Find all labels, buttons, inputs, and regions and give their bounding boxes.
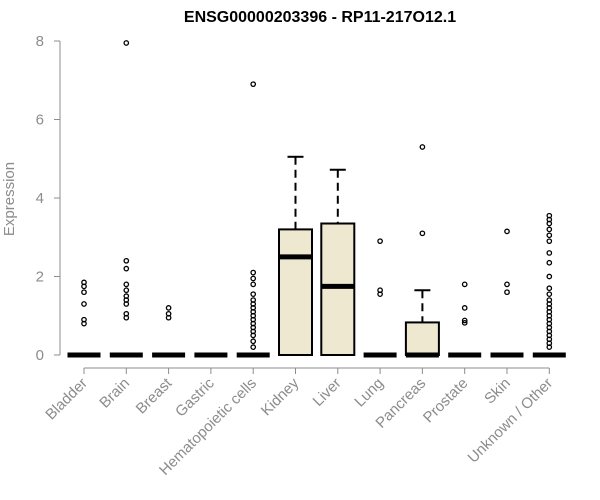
outlier-point — [123, 287, 130, 294]
box-breast — [152, 305, 186, 358]
x-tick-label: Kidney — [258, 374, 303, 419]
y-tick-label: 6 — [36, 112, 44, 129]
chart-title: ENSG00000203396 - RP11-217O12.1 — [184, 9, 456, 26]
x-tick-label: Skin — [481, 375, 514, 408]
outlier-point — [546, 273, 553, 280]
outlier-point — [250, 269, 257, 276]
outlier-point — [123, 40, 130, 46]
outlier-point — [546, 297, 553, 303]
outlier-point — [250, 281, 257, 288]
outlier-point — [123, 281, 130, 288]
x-tick-label: Brain — [96, 375, 133, 412]
outlier-point — [546, 250, 553, 256]
x-tick-label: Prostate — [420, 375, 472, 427]
outlier-point — [250, 344, 257, 350]
outlier-point — [81, 289, 87, 296]
outlier-point — [123, 293, 130, 299]
outlier-point — [377, 287, 383, 294]
outlier-point — [546, 285, 553, 292]
box-liver — [320, 168, 356, 356]
outlier-point — [81, 316, 87, 323]
x-tick-label: Liver — [310, 375, 345, 410]
box-bladder — [67, 279, 101, 358]
x-tick-label: Breast — [133, 374, 176, 417]
y-tick-label: 2 — [36, 269, 44, 286]
y-axis-label: Expression — [1, 162, 18, 236]
y-tick-label: 4 — [36, 190, 44, 207]
outlier-point — [165, 305, 172, 311]
x-tick-label: Lung — [351, 375, 387, 411]
x-tick-label: Bladder — [42, 375, 91, 424]
box-pancreas — [404, 144, 440, 358]
y-axis: 0 2 4 6 8 — [36, 33, 61, 364]
outlier-point — [81, 279, 87, 286]
box-brain — [109, 40, 143, 358]
box-body — [278, 228, 313, 356]
outlier-point — [123, 265, 130, 272]
y-tick-label: 8 — [36, 33, 44, 50]
box-body — [320, 222, 356, 356]
outlier-point — [123, 257, 130, 264]
outlier-point — [504, 289, 510, 296]
outlier-point — [250, 291, 257, 298]
box-hematopoietic-cells — [236, 81, 270, 358]
outlier-point — [461, 305, 468, 311]
box-lung — [363, 238, 397, 358]
outlier-point — [165, 310, 172, 317]
outlier-point — [504, 228, 510, 235]
outlier-point — [546, 291, 553, 298]
outlier-point — [546, 232, 553, 239]
y-tick-label: 0 — [36, 347, 44, 364]
outlier-point — [250, 338, 257, 345]
box-skin — [490, 228, 524, 358]
outlier-point — [419, 230, 426, 237]
outlier-point — [504, 281, 510, 288]
box-kidney — [278, 155, 313, 356]
outlier-point — [546, 259, 553, 266]
box-prostate — [448, 281, 482, 358]
outlier-point — [250, 275, 257, 282]
outlier-point — [419, 144, 426, 150]
outlier-point — [546, 212, 553, 219]
outlier-point — [81, 301, 87, 307]
outlier-point — [461, 317, 468, 324]
boxes-layer — [67, 40, 566, 358]
outlier-point — [461, 281, 468, 288]
box-body — [404, 321, 440, 356]
outlier-point — [123, 310, 130, 317]
box-unknown-other — [532, 212, 566, 358]
outlier-point — [377, 238, 383, 245]
outlier-point — [546, 226, 553, 233]
outlier-point — [250, 81, 257, 88]
outlier-point — [546, 238, 553, 245]
outlier-point — [250, 297, 257, 303]
outlier-point — [461, 319, 468, 326]
